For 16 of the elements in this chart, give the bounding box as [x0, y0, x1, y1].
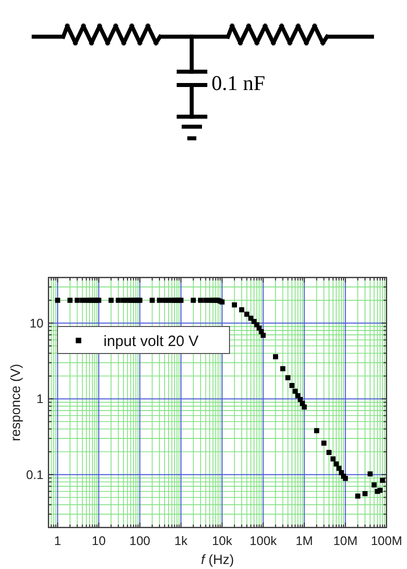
x-tick-label: 10M [333, 534, 358, 548]
x-tick-label: 1k [174, 534, 188, 548]
text: 0.1 nF [212, 71, 266, 95]
x-tick-label: 10 [92, 534, 106, 548]
y-axis-title: responce (V) [8, 364, 23, 442]
y-tick-label: 10 [30, 316, 44, 330]
x-tick-label: 1M [296, 534, 313, 548]
x-tick-label: 100M [370, 534, 402, 548]
legend-label: input volt 20 V [104, 332, 199, 350]
y-tick-label: 1 [36, 392, 44, 406]
x-tick-label: 100k [250, 534, 278, 548]
x-tick-label: 1 [54, 534, 62, 548]
x-tick-label: 100 [129, 534, 150, 548]
y-tick-label: 0.1 [26, 468, 44, 482]
x-tick-label: 10k [212, 534, 233, 548]
x-axis-title: f (Hz) [200, 552, 234, 567]
